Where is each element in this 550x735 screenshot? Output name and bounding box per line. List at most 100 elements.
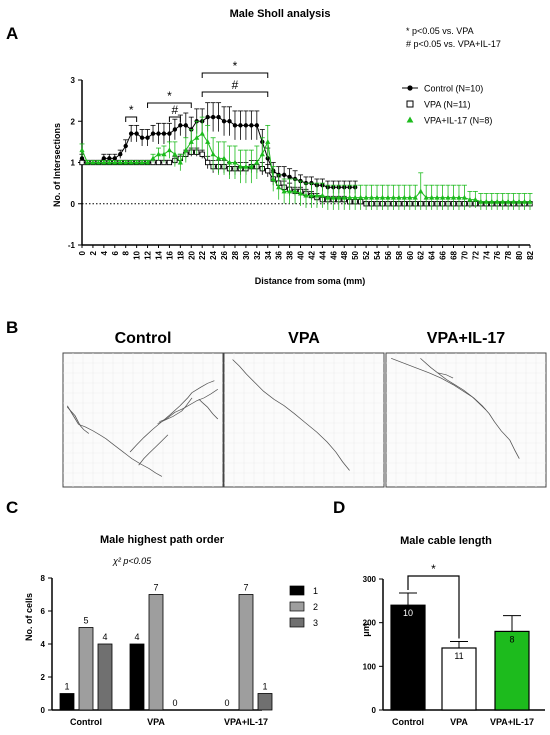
sholl-xtick-label: 82: [526, 250, 535, 259]
sholl-significance: **#*#: [125, 59, 269, 122]
data-point: [254, 159, 260, 165]
data-point: [150, 131, 156, 136]
neurite-path: [191, 380, 215, 393]
data-point: [161, 131, 167, 136]
sig-3-symbol: #: [172, 103, 179, 117]
sholl-ytick-label: 2: [71, 117, 76, 126]
data-point: [396, 194, 402, 200]
neurite-path: [232, 359, 350, 471]
data-point: [106, 159, 112, 165]
data-point: [243, 123, 249, 128]
data-point: [292, 188, 298, 194]
data-point: [216, 114, 221, 120]
sholl-xtick-label: 6: [111, 250, 120, 255]
data-point: [330, 194, 336, 200]
data-point: [483, 198, 489, 204]
data-point: [500, 198, 506, 204]
data-point: [155, 151, 162, 157]
data-point: [341, 194, 347, 200]
data-point: [139, 159, 145, 165]
sholl-xtick-label: 50: [351, 250, 360, 259]
sholl-ytick-label: 1: [71, 159, 76, 168]
order-legend-label: 3: [313, 618, 318, 628]
data-point: [418, 188, 424, 194]
trace-label-2: VPA+IL-17: [427, 330, 506, 347]
data-point: [336, 194, 342, 200]
sholl-ytick-label: 3: [71, 76, 76, 85]
neurite-path: [420, 358, 487, 410]
data-point: [303, 192, 309, 198]
sholl-xtick-label: 70: [460, 250, 469, 259]
data-point: [319, 192, 325, 198]
order-legend-swatch: [289, 601, 305, 612]
bar-value-label: 4: [102, 632, 107, 642]
data-point: [429, 194, 435, 200]
data-point: [166, 159, 173, 166]
data-point: [155, 159, 162, 166]
neurite-path: [66, 406, 90, 434]
sholl-xtick-label: 2: [89, 250, 98, 255]
bar-value-label: 5: [83, 616, 88, 626]
legend-label: VPA+IL-17 (N=8): [424, 116, 492, 126]
bar-Control-2: [78, 627, 94, 711]
data-point: [183, 123, 189, 128]
cable-bar-Control: [390, 604, 426, 711]
data-point: [183, 147, 189, 153]
bar-Control-1: [59, 693, 75, 711]
data-point: [511, 198, 517, 204]
sholl-xtick-label: 72: [471, 250, 480, 259]
data-point: [128, 131, 134, 136]
cable-length-ylabel: μm: [361, 623, 371, 637]
cable-ytick-label: 0: [372, 706, 377, 715]
cable-n-label: 8: [509, 634, 514, 644]
order-ytick-label: 8: [41, 574, 46, 583]
legend-marker: [406, 100, 414, 108]
panel-label-a: A: [6, 24, 18, 43]
order-category-label: VPA+IL-17: [224, 717, 268, 727]
sig-2-symbol: *: [167, 89, 172, 103]
data-point: [281, 188, 287, 194]
data-point: [287, 188, 293, 194]
bar-value-label: 7: [243, 583, 248, 593]
sig-4-bracket: [201, 72, 269, 78]
data-point: [297, 190, 304, 196]
data-point: [112, 159, 118, 165]
legend-marker: [406, 116, 414, 123]
data-point: [101, 159, 107, 165]
neurite-path: [159, 389, 219, 422]
data-point: [390, 194, 397, 200]
data-point: [79, 159, 85, 166]
sholl-xtick-label: 64: [428, 250, 437, 259]
data-point: [166, 147, 173, 153]
cable-length-title: Male cable length: [400, 535, 492, 547]
data-point: [221, 155, 227, 161]
sholl-plot-area: [79, 102, 533, 210]
data-point: [265, 168, 271, 174]
data-point: [79, 147, 85, 153]
sholl-note-1: * p<0.05 vs. VPA: [406, 26, 474, 36]
cable-category-label: VPA: [450, 717, 468, 727]
data-point: [172, 151, 178, 157]
sig-5-symbol: #: [232, 78, 239, 92]
bar-value-label: 7: [153, 583, 158, 593]
data-point: [79, 156, 85, 161]
data-point: [205, 114, 210, 120]
cable-sig-bracket: [407, 575, 460, 639]
sholl-xtick-label: 46: [329, 250, 338, 259]
trace-panel-2: [385, 352, 547, 488]
cable-category-label: Control: [392, 717, 424, 727]
bar-value-label: 1: [64, 682, 69, 692]
sholl-xtick-label: 22: [198, 250, 207, 259]
data-point: [178, 123, 183, 128]
sholl-series-2: [79, 116, 533, 210]
data-point: [407, 194, 413, 200]
data-point: [199, 130, 205, 136]
order-category-label: VPA: [147, 717, 165, 727]
neuron-traces: Control VPA VPA+IL-17: [62, 330, 547, 488]
cable-bar-VPA+IL-17: [494, 630, 530, 711]
sig-3-bracket: [168, 116, 181, 122]
data-point: [128, 159, 134, 165]
order-legend-label: 2: [313, 602, 318, 612]
sholl-xlabel: Distance from soma (mm): [255, 276, 366, 286]
